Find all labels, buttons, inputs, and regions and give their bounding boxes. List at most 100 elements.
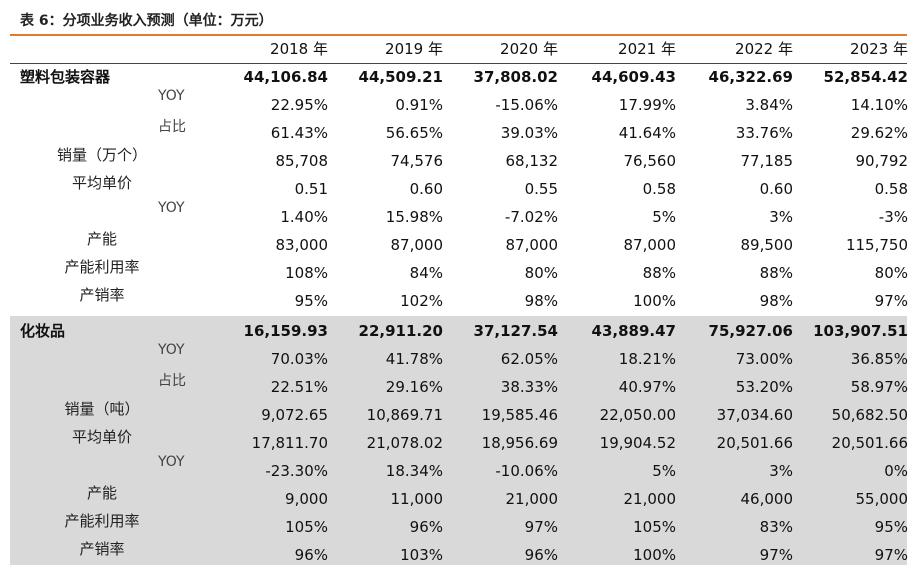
table-cell: 84% <box>409 264 443 282</box>
section-band-cosmetics <box>10 316 907 565</box>
table-cell: 21,000 <box>505 490 559 508</box>
table-cell: 108% <box>285 264 328 282</box>
table-cell: 85,708 <box>275 152 329 170</box>
table-cell: 36.85% <box>850 350 908 368</box>
table-cell: 100% <box>633 546 676 564</box>
section-total-cell: 16,159.93 <box>243 322 328 340</box>
table-cell: 89,500 <box>740 236 794 254</box>
table-cell: 55,000 <box>855 490 909 508</box>
table-cell: 22,050.00 <box>599 406 676 424</box>
table-cell: 70.03% <box>270 350 328 368</box>
column-header-year: 2022 年 <box>735 40 793 58</box>
row-label: 占比 <box>158 373 186 389</box>
row-label: 平均单价 <box>71 428 132 446</box>
table-cell: 17,811.70 <box>251 434 328 452</box>
table-cell: 115,750 <box>845 236 908 254</box>
table-cell: 22.51% <box>270 378 328 396</box>
row-label: YOY <box>158 88 185 104</box>
table-cell: 0.55 <box>524 180 558 198</box>
section-title: 塑料包装容器 <box>20 68 111 86</box>
table-cell: 80% <box>524 264 558 282</box>
table-cell: 15.98% <box>385 208 443 226</box>
table-cell: 46,000 <box>740 490 794 508</box>
section-total-cell: 37,808.02 <box>473 68 558 86</box>
table-cell: 33.76% <box>735 124 793 142</box>
table-cell: 0.58 <box>874 180 908 198</box>
header-rule <box>10 63 907 64</box>
table-cell: 105% <box>285 518 328 536</box>
table-cell: 61.43% <box>270 124 328 142</box>
top-rule <box>10 34 907 36</box>
table-cell: 98% <box>524 292 558 310</box>
table-cell: 96% <box>524 546 558 564</box>
table-cell: 74,576 <box>390 152 444 170</box>
table-cell: -7.02% <box>504 208 558 226</box>
table-cell: 97% <box>759 546 793 564</box>
table-cell: 102% <box>400 292 443 310</box>
table-cell: 29.16% <box>385 378 443 396</box>
table-cell: 96% <box>409 518 443 536</box>
table-cell: 5% <box>652 208 676 226</box>
table-cell: 0% <box>884 462 908 480</box>
table-cell: 1.40% <box>280 208 328 226</box>
column-header-year: 2020 年 <box>500 40 558 58</box>
table-cell: 5% <box>652 462 676 480</box>
table-cell: 41.78% <box>385 350 443 368</box>
table-cell: 98% <box>759 292 793 310</box>
row-label: 产能利用率 <box>64 512 140 530</box>
table-cell: 18,956.69 <box>481 434 558 452</box>
table-cell: 9,072.65 <box>261 406 328 424</box>
table-cell: 21,078.02 <box>366 434 443 452</box>
section-total-cell: 103,907.51 <box>813 322 908 340</box>
row-label: 产能 <box>86 230 117 248</box>
row-label: 销量（万个） <box>56 146 147 164</box>
table-cell: 39.03% <box>500 124 558 142</box>
section-total-cell: 75,927.06 <box>708 322 793 340</box>
table-cell: 87,000 <box>623 236 677 254</box>
table-cell: 97% <box>874 292 908 310</box>
table-cell: 88% <box>642 264 676 282</box>
section-total-cell: 46,322.69 <box>708 68 793 86</box>
table-cell: 14.10% <box>850 96 908 114</box>
table-cell: 53.20% <box>735 378 793 396</box>
table-cell: 19,904.52 <box>599 434 676 452</box>
table-cell: 11,000 <box>390 490 444 508</box>
table-caption: 表 6：分项业务收入预测（单位：万元） <box>20 13 273 29</box>
row-label: 产销率 <box>79 540 125 558</box>
table-cell: 103% <box>400 546 443 564</box>
table-cell: 3% <box>769 462 793 480</box>
table-cell: 18.34% <box>385 462 443 480</box>
section-total-cell: 37,127.54 <box>473 322 558 340</box>
table-cell: 77,185 <box>740 152 794 170</box>
table-cell: -15.06% <box>495 96 558 114</box>
table-cell: 76,560 <box>623 152 677 170</box>
table-cell: 80% <box>874 264 908 282</box>
row-label: 产销率 <box>79 286 125 304</box>
column-header-year: 2023 年 <box>850 40 908 58</box>
table-cell: 97% <box>874 546 908 564</box>
table-cell: 22.95% <box>270 96 328 114</box>
table-cell: 50,682.50 <box>831 406 908 424</box>
table-cell: 87,000 <box>505 236 559 254</box>
section-total-cell: 43,889.47 <box>591 322 676 340</box>
table-cell: 97% <box>524 518 558 536</box>
table-cell: 88% <box>759 264 793 282</box>
row-label: 销量（吨） <box>64 400 140 418</box>
row-label: 平均单价 <box>71 174 132 192</box>
table-cell: 20,501.66 <box>716 434 793 452</box>
table-cell: 17.99% <box>618 96 676 114</box>
table-cell: -23.30% <box>265 462 328 480</box>
section-total-cell: 44,609.43 <box>591 68 676 86</box>
row-label: 占比 <box>158 119 186 135</box>
column-header-year: 2019 年 <box>385 40 443 58</box>
table-cell: 21,000 <box>623 490 677 508</box>
table-cell: 56.65% <box>385 124 443 142</box>
section-total-cell: 44,509.21 <box>358 68 443 86</box>
table-cell: 0.58 <box>642 180 676 198</box>
row-label: YOY <box>158 200 185 216</box>
table-cell: 20,501.66 <box>831 434 908 452</box>
table-cell: 95% <box>874 518 908 536</box>
table-cell: 96% <box>294 546 328 564</box>
table-cell: 38.33% <box>500 378 558 396</box>
table-cell: 37,034.60 <box>716 406 793 424</box>
